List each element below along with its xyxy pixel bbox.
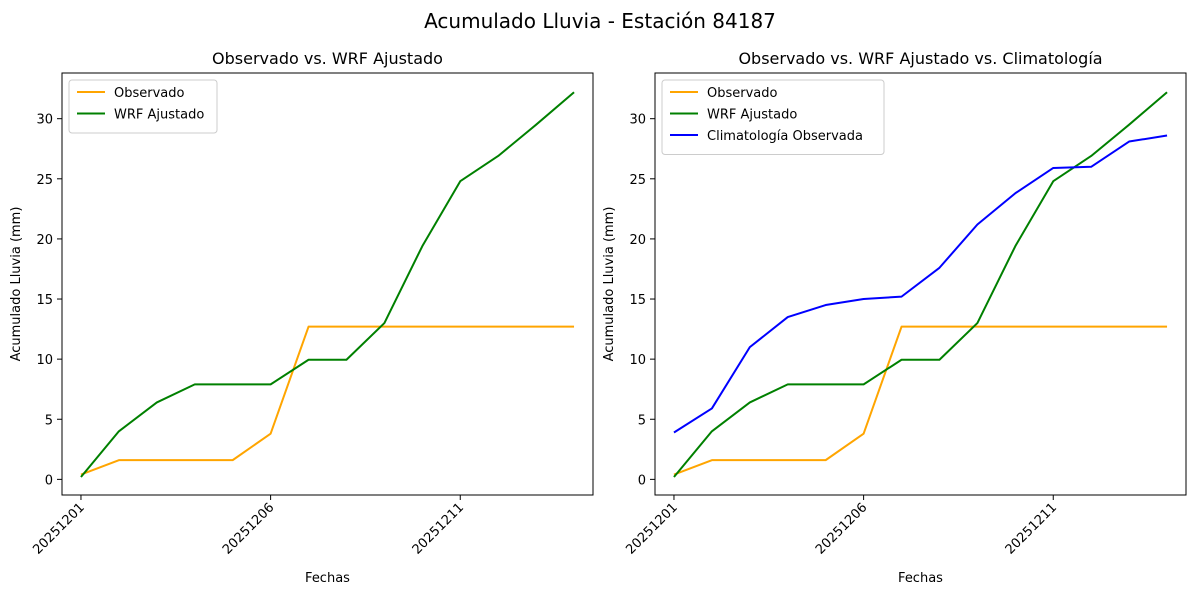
legend-label-climatologia-observada: Climatología Observada [707, 129, 863, 144]
series-line-wrf-ajustado [80, 91, 575, 478]
legend-box [68, 79, 218, 134]
y-tick-label: 30 [36, 113, 53, 128]
series-line-climatologia-observada [673, 134, 1168, 434]
legend: Observado WRF Ajustado [68, 79, 218, 134]
y-tick-label: 20 [36, 233, 53, 248]
y-axis-label: Acumulado Lluvia (mm) [602, 207, 617, 362]
chart-title: Observado vs. WRF Ajustado vs. Climatolo… [738, 49, 1102, 68]
series-line-observado [80, 325, 575, 476]
y-tick-label: 15 [629, 293, 646, 308]
y-axis-label: Acumulado Lluvia (mm) [9, 207, 24, 362]
x-axis-label: Fechas [305, 571, 350, 586]
y-tick-label: 0 [638, 473, 646, 488]
legend-box [661, 79, 885, 155]
y-tick-label: 10 [629, 353, 646, 368]
x-tick-label: 20251206 [220, 500, 277, 557]
legend-label-observado: Observado [114, 86, 185, 101]
figure-title: Acumulado Lluvia - Estación 84187 [424, 9, 776, 33]
series-line-wrf-ajustado [673, 91, 1168, 478]
y-tick-label: 15 [36, 293, 53, 308]
x-axis-label: Fechas [898, 571, 943, 586]
y-tick-label: 0 [45, 473, 53, 488]
y-tick-label: 20 [629, 233, 646, 248]
y-tick-label: 5 [45, 413, 53, 428]
series-line-observado [673, 325, 1168, 476]
legend: Observado WRF Ajustado Climatología Observ… [661, 79, 885, 155]
x-tick-label: 20251201 [30, 500, 87, 557]
y-tick-label: 30 [629, 113, 646, 128]
y-tick-label: 10 [36, 353, 53, 368]
legend-label-wrf-ajustado: WRF Ajustado [707, 108, 797, 123]
y-tick-label: 5 [638, 413, 646, 428]
plot-frame [654, 72, 1187, 496]
y-tick-label: 25 [36, 173, 53, 188]
x-tick-label: 20251211 [410, 500, 467, 557]
legend-label-observado: Observado [707, 86, 778, 101]
chart-title: Observado vs. WRF Ajustado [212, 49, 443, 68]
x-tick-label: 20251211 [1003, 500, 1060, 557]
chart-panel-left: Observado vs. WRF Ajustado 0 5 10 15 20 25 30 20… [9, 49, 594, 586]
y-tick-label: 25 [629, 173, 646, 188]
x-tick-label: 20251206 [813, 500, 870, 557]
legend-label-wrf-ajustado: WRF Ajustado [114, 108, 204, 123]
plot-frame [61, 72, 594, 496]
x-tick-label: 20251201 [623, 500, 680, 557]
chart-panel-right: Observado vs. WRF Ajustado vs. Climatolo… [602, 49, 1187, 586]
